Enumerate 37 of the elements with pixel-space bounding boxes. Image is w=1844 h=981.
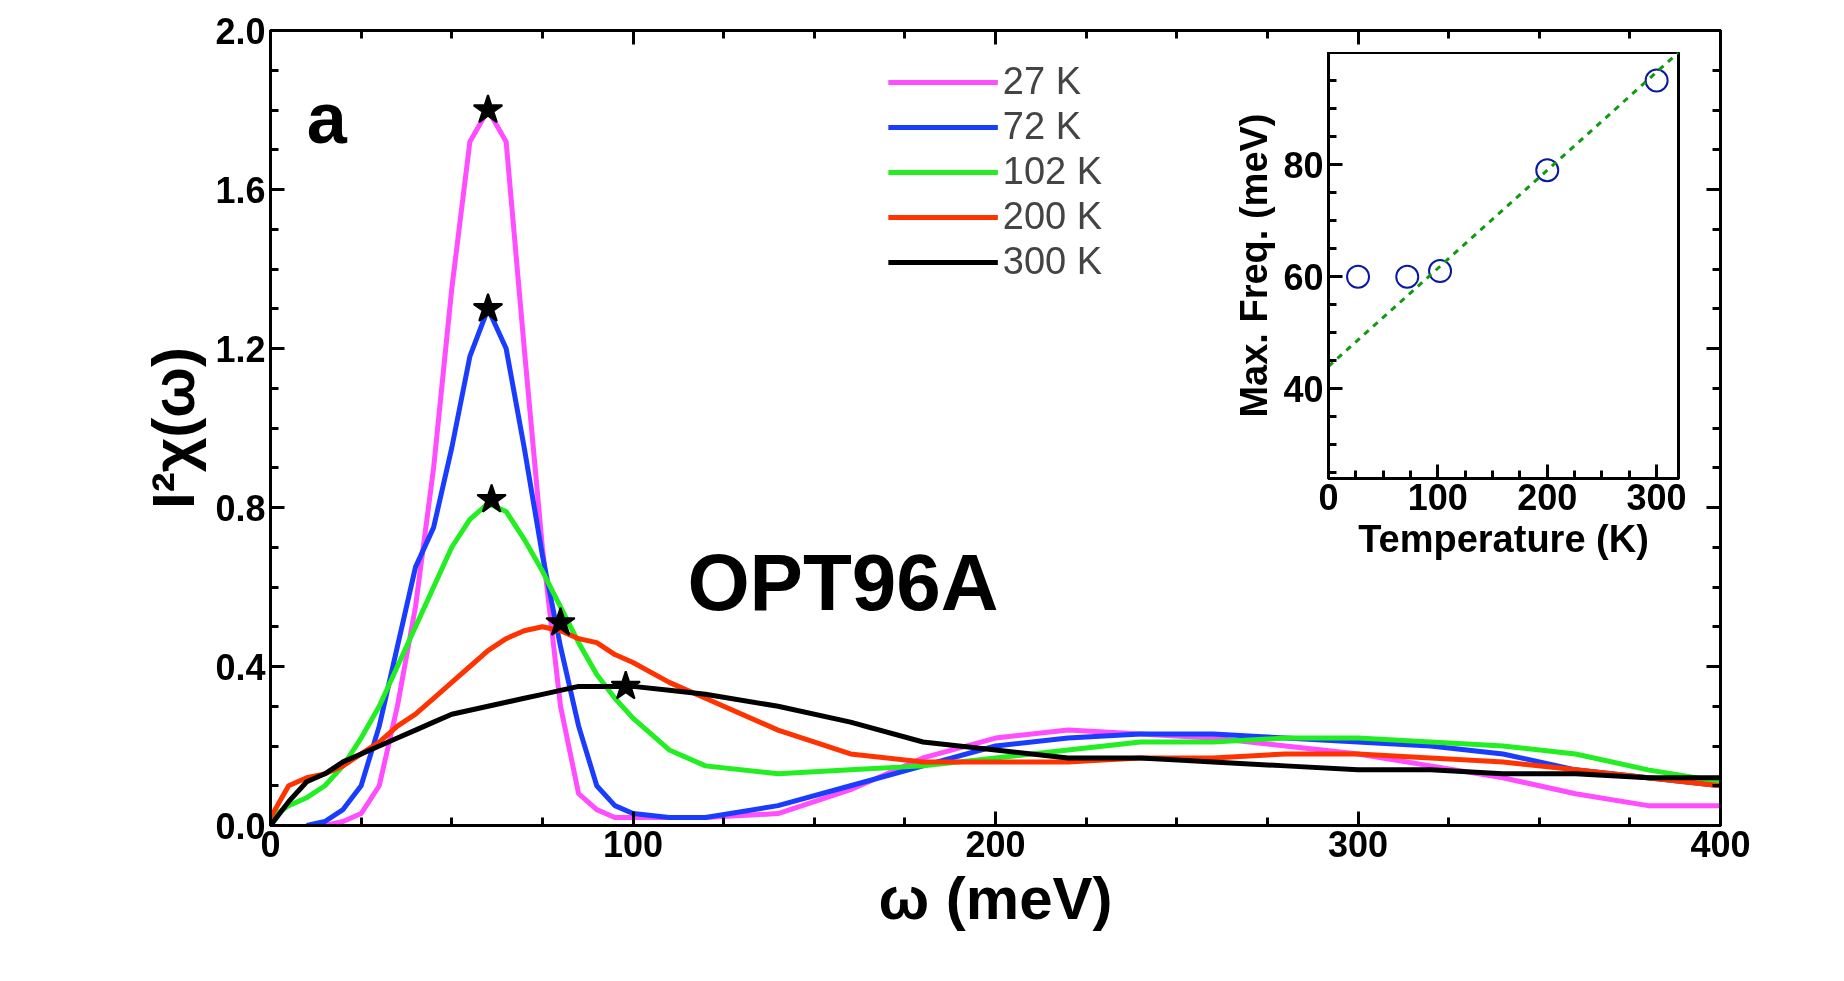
y-tick-label: 40 xyxy=(1283,368,1324,410)
x-axis-title: ω (meV) xyxy=(878,864,1113,932)
annotation: a xyxy=(306,77,348,158)
legend-label: 72 K xyxy=(1002,105,1082,148)
point xyxy=(1395,264,1420,289)
legend-label: 300 K xyxy=(1002,240,1103,283)
y-axis-title: I²χ(ω) xyxy=(140,347,208,509)
point xyxy=(610,670,642,700)
x-tick-label: 200 xyxy=(965,823,1026,865)
point xyxy=(1428,259,1453,284)
x-tick-label: 400 xyxy=(1690,823,1751,865)
x-tick-label: 0 xyxy=(1318,476,1339,518)
y-tick-label: 60 xyxy=(1283,256,1324,298)
x-tick-label: 100 xyxy=(602,823,664,865)
y-tick-label: 0.4 xyxy=(215,646,266,688)
legend-label: 200 K xyxy=(1002,195,1103,238)
point xyxy=(476,483,507,513)
x-tick-label: 200 xyxy=(1517,476,1578,518)
x-tick-label: 300 xyxy=(1626,476,1687,518)
point xyxy=(1535,158,1560,183)
legend-label: 27 K xyxy=(1002,60,1082,103)
y-tick-label: 0.8 xyxy=(215,487,266,529)
y-axis-title: Max. Freq. (meV) xyxy=(1233,113,1276,418)
point xyxy=(1346,264,1371,289)
y-tick-label: 2.0 xyxy=(215,10,266,52)
x-axis-title: Temperature (K) xyxy=(1358,517,1649,560)
x-tick-label: 100 xyxy=(1407,476,1468,518)
point xyxy=(1644,68,1669,93)
annotation: OPT96A xyxy=(687,537,999,627)
x-tick-label: 300 xyxy=(1327,823,1389,865)
point xyxy=(472,292,504,322)
point xyxy=(472,94,504,124)
y-tick-label: 1.2 xyxy=(215,328,266,370)
legend-label: 102 K xyxy=(1002,150,1103,193)
y-tick-label: 80 xyxy=(1283,144,1324,186)
point xyxy=(545,606,576,636)
y-tick-label: 1.6 xyxy=(215,169,266,211)
